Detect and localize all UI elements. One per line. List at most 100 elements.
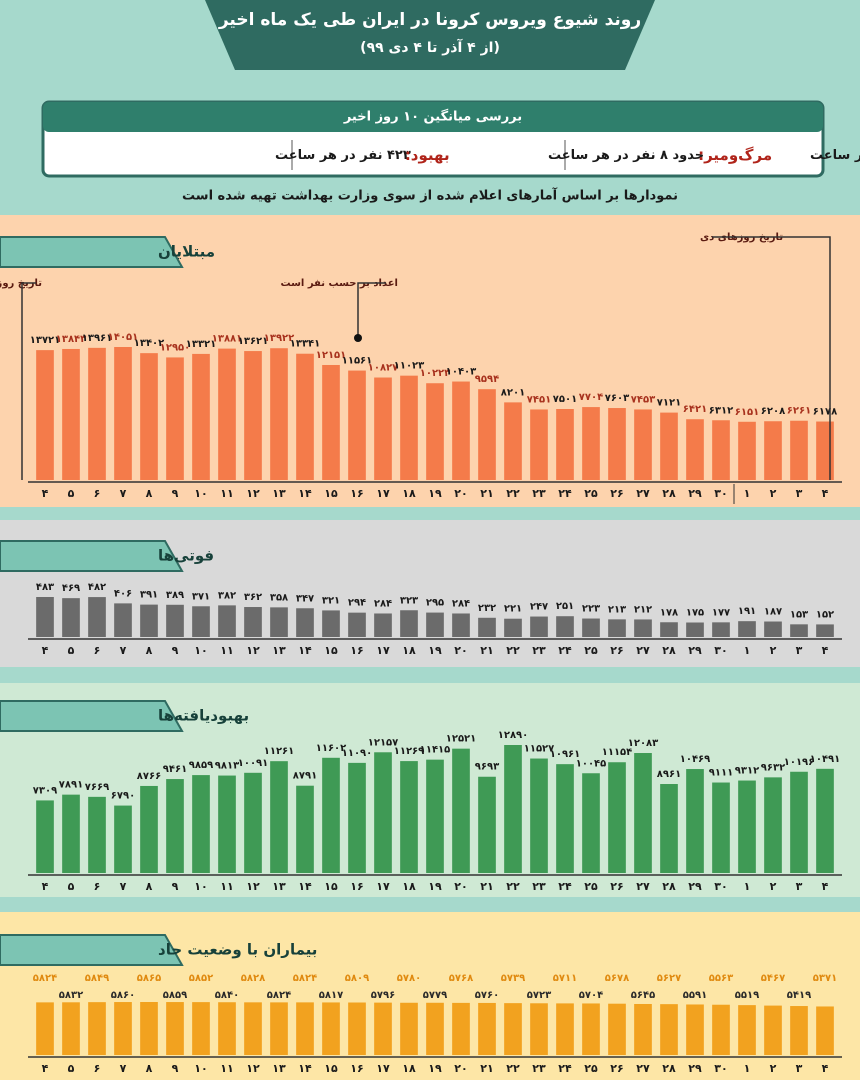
bar	[608, 619, 626, 637]
bar	[582, 407, 600, 480]
bar	[218, 775, 236, 873]
chart-title: مبتلایان	[158, 243, 215, 261]
value-label: ۱۰۹۶۱	[550, 749, 581, 760]
x-tick-label: ۱۲	[246, 487, 260, 500]
bar	[712, 1004, 730, 1055]
value-label: ۱۲۱۵۷	[368, 737, 399, 748]
stats: ابتلا:حدود ۲۸۱ نفر در هر ساعتمرگ‌ومیر:حد…	[275, 146, 860, 164]
bar	[192, 606, 210, 637]
x-tick-label: ۴	[42, 1062, 49, 1075]
bar	[166, 1002, 184, 1055]
value-label: ۷۴۵۳	[631, 394, 655, 405]
bar	[660, 412, 678, 480]
x-tick-label: ۲۸	[662, 644, 676, 657]
value-label: ۳۶۲	[244, 592, 262, 603]
value-label: ۳۲۳	[400, 595, 418, 606]
bar	[218, 1002, 236, 1055]
chart-title: بهبودیافته‌ها	[158, 707, 249, 725]
x-tick-label: ۱۰	[194, 644, 207, 657]
bar	[88, 1002, 106, 1055]
bar	[764, 1005, 782, 1055]
x-tick-label: ۱۳	[272, 644, 286, 657]
x-tick-label: ۲۴	[558, 1062, 572, 1075]
bar	[114, 347, 132, 480]
value-label: ۱۱۴۱۵	[420, 745, 451, 756]
x-tick-label: ۲۴	[558, 487, 572, 500]
x-tick-label: ۱۴	[298, 644, 312, 657]
value-label: ۴۰۶	[114, 588, 132, 599]
value-label: ۱۰۴۶۹	[680, 754, 711, 765]
bar	[192, 353, 210, 480]
x-tick-label: ۲۸	[662, 1062, 676, 1075]
x-tick-label: ۲۷	[636, 1062, 650, 1075]
note: نمودارها بر اساس آمارهای اعلام شده از سو…	[182, 187, 678, 204]
value-label: ۱۱۶۰۲	[316, 743, 347, 754]
x-tick-label: ۱۶	[350, 487, 363, 500]
bar	[374, 377, 392, 480]
x-tick-label: ۳	[796, 1062, 803, 1075]
value-label: ۵۸۲۴	[33, 973, 57, 984]
x-tick-label: ۲۶	[610, 487, 623, 500]
x-tick-label: ۱۰	[194, 880, 207, 893]
value-label: ۸۷۶۶	[137, 771, 161, 782]
bar	[530, 616, 548, 637]
x-tick-label: ۱۲	[246, 1062, 260, 1075]
value-label: ۱۰۱۹۶	[784, 757, 815, 768]
bar	[166, 779, 184, 873]
x-tick-label: ۲۵	[584, 644, 598, 657]
value-label: ۵۴۱۹	[787, 990, 811, 1001]
stat-text: حدود ۲۸۱ نفر در هر ساعت	[810, 148, 860, 163]
bar	[634, 619, 652, 637]
x-tick-label: ۲۲	[506, 644, 520, 657]
bar	[244, 607, 262, 637]
stat-text: ۴۲۳ نفر در هر ساعت	[275, 148, 411, 163]
x-tick-label: ۴	[42, 644, 49, 657]
bar	[738, 1005, 756, 1055]
value-label: ۶۱۷۸	[813, 407, 837, 418]
bar	[244, 772, 262, 873]
bar	[452, 381, 470, 480]
bar	[270, 348, 288, 480]
value-label: ۱۲۰۸۳	[628, 738, 659, 749]
bar	[478, 1002, 496, 1055]
x-tick-label: ۸	[146, 1062, 153, 1075]
x-tick-label: ۳۰	[714, 880, 727, 893]
bar	[426, 612, 444, 637]
value-label: ۱۰۰۴۵	[576, 758, 607, 769]
value-label: ۶۳۱۲	[709, 405, 733, 416]
x-tick-label: ۱۸	[402, 1062, 416, 1075]
x-tick-label: ۶	[94, 1062, 101, 1075]
value-label: ۹۶۳۲	[761, 762, 785, 773]
x-tick-label: ۶	[94, 644, 101, 657]
x-tick-label: ۱۳	[272, 487, 286, 500]
x-tick-label: ۲۸	[662, 880, 676, 893]
x-tick-label: ۱۶	[350, 880, 363, 893]
bar	[426, 383, 444, 480]
value-label: ۷۴۵۱	[527, 394, 551, 405]
bar	[790, 624, 808, 637]
bar	[36, 350, 54, 480]
bar	[348, 612, 366, 637]
bar	[816, 421, 834, 480]
x-tick-label: ۱۱	[220, 487, 233, 500]
value-label: ۵۷۱۱	[553, 973, 577, 984]
section-tab	[0, 700, 184, 732]
x-tick-label: ۲	[770, 487, 777, 500]
bar	[452, 1002, 470, 1055]
bar	[88, 347, 106, 480]
bar	[62, 598, 80, 637]
value-label: ۳۵۸	[270, 592, 288, 603]
bar	[738, 780, 756, 873]
value-label: ۶۱۵۱	[735, 407, 759, 418]
x-tick-label: ۴	[822, 880, 829, 893]
bar	[556, 408, 574, 480]
bar	[634, 1003, 652, 1055]
bar	[712, 782, 730, 873]
bar	[478, 617, 496, 637]
value-label: ۲۸۴	[452, 598, 470, 609]
bar	[400, 610, 418, 637]
value-label: ۲۵۱	[556, 601, 574, 612]
value-label: ۱۵۲	[816, 609, 834, 620]
x-tick-label: ۲۷	[636, 487, 650, 500]
